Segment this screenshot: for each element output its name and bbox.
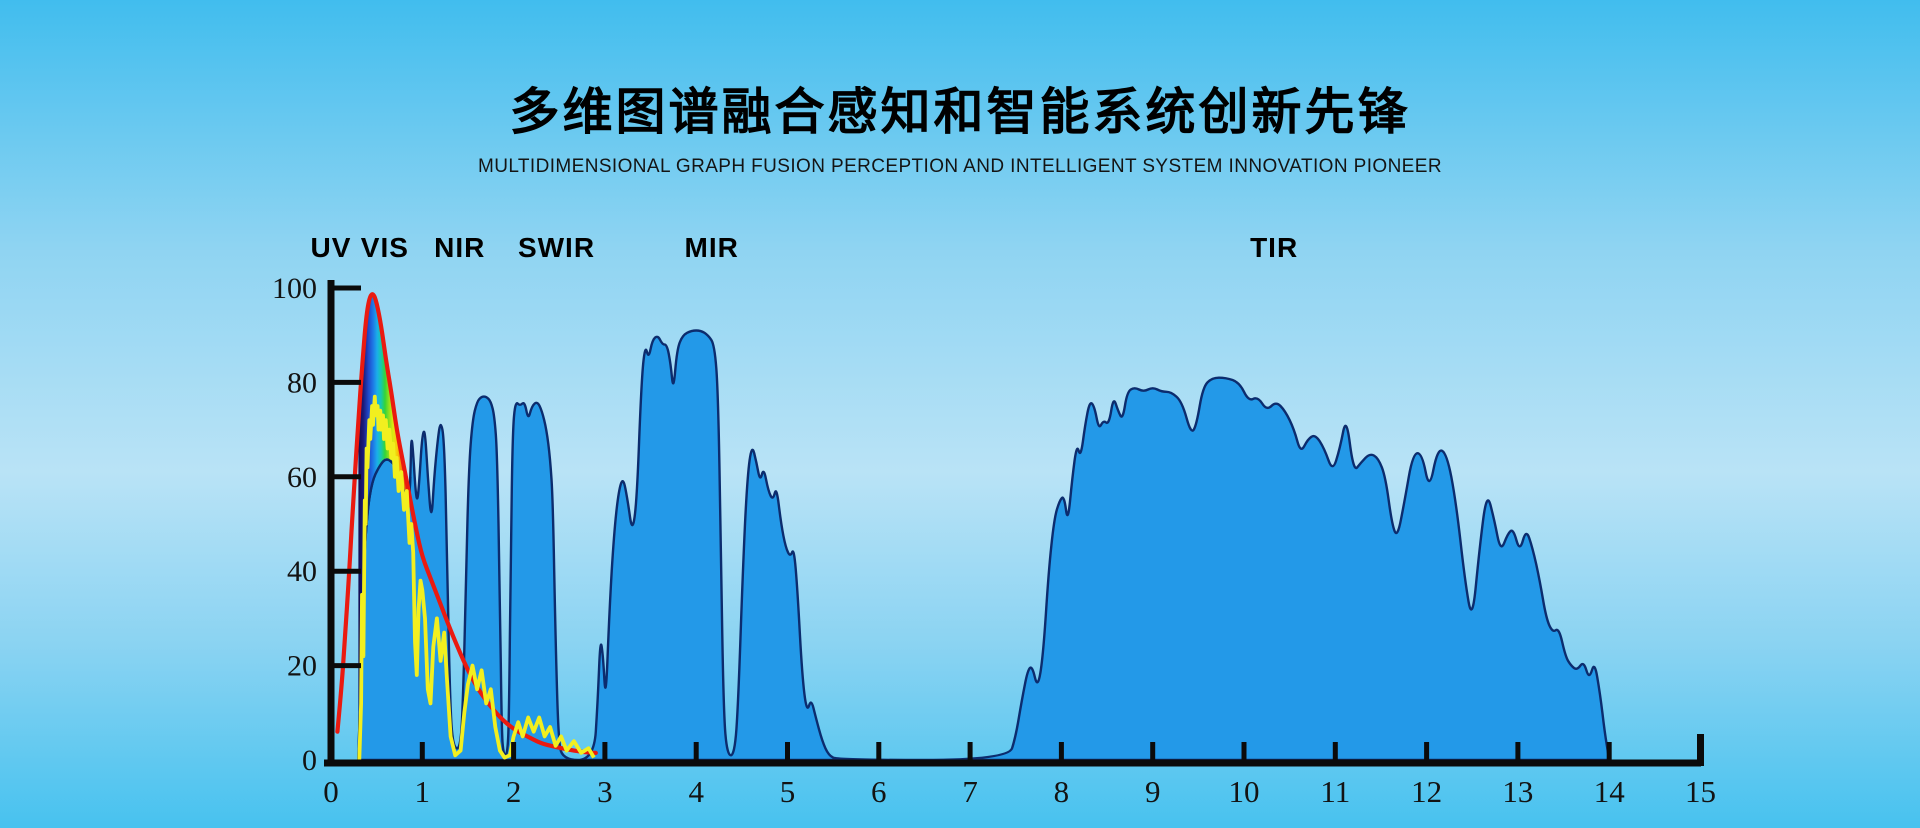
y-tick-label: 20 bbox=[287, 650, 317, 683]
page-title: 多维图谱融合感知和智能系统创新先锋 bbox=[509, 84, 1411, 140]
x-tick-label: 1 bbox=[415, 774, 431, 809]
band-label-vis: VIS bbox=[361, 232, 409, 263]
x-tick-label: 13 bbox=[1502, 774, 1533, 809]
x-tick-label: 4 bbox=[688, 774, 704, 809]
solar-spectrum-curve bbox=[357, 394, 596, 761]
band-label-nir: NIR bbox=[434, 232, 485, 263]
band-label-swir: SWIR bbox=[518, 232, 595, 263]
y-tick-label: 0 bbox=[302, 744, 317, 777]
x-tick-label: 11 bbox=[1320, 774, 1350, 809]
x-tick-label: 3 bbox=[597, 774, 613, 809]
y-tick-label: 40 bbox=[287, 555, 317, 588]
x-tick-label: 6 bbox=[871, 774, 887, 809]
x-tick-label: 7 bbox=[962, 774, 978, 809]
x-tick-label: 2 bbox=[506, 774, 522, 809]
x-tick-label: 0 bbox=[323, 774, 339, 809]
x-tick-label: 10 bbox=[1229, 774, 1260, 809]
y-tick-label: 80 bbox=[287, 366, 317, 399]
band-label-uv: UV bbox=[311, 232, 352, 263]
blackbody-curve bbox=[335, 292, 598, 755]
band-label-tir: TIR bbox=[1250, 232, 1298, 263]
x-tick-label: 12 bbox=[1411, 774, 1442, 809]
y-tick-label: 100 bbox=[272, 272, 317, 305]
band-label-mir: MIR bbox=[685, 232, 739, 263]
x-tick-label: 5 bbox=[780, 774, 796, 809]
x-tick-label: 15 bbox=[1685, 774, 1716, 809]
y-tick-label: 60 bbox=[287, 461, 317, 494]
transmission-area bbox=[357, 329, 1611, 762]
x-tick-label: 14 bbox=[1594, 774, 1626, 809]
x-tick-label: 9 bbox=[1145, 774, 1161, 809]
page-subtitle: MULTIDIMENSIONAL GRAPH FUSION PERCEPTION… bbox=[478, 156, 1442, 177]
x-tick-label: 8 bbox=[1054, 774, 1070, 809]
